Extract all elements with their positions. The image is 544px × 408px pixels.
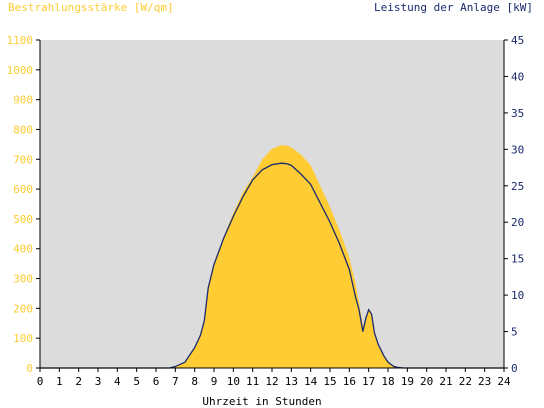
x-tick-label: 10 — [227, 375, 240, 388]
x-tick-label: 9 — [211, 375, 218, 388]
x-axis-ticks: 0 1 2 3 4 5 6 7 8 9 10 11 12 13 14 15 16 17 18 19 20 21 22 23 24 — [37, 368, 511, 388]
left-axis-title: Bestrahlungsstärke [W/qm] — [8, 1, 174, 14]
right-tick-label: 10 — [511, 289, 524, 302]
x-axis-label: Uhrzeit in Stunden — [202, 395, 321, 408]
x-tick-label: 13 — [285, 375, 298, 388]
left-tick-label: 600 — [13, 183, 33, 196]
left-tick-label: 100 — [13, 332, 33, 345]
irradiance-area — [40, 144, 504, 368]
right-tick-label: 30 — [511, 143, 524, 156]
right-tick-label: 45 — [511, 34, 524, 47]
x-tick-label: 2 — [75, 375, 82, 388]
x-tick-label: 1 — [56, 375, 63, 388]
left-tick-label: 400 — [13, 243, 33, 256]
left-axis-ticks: 0 100 200 300 400 500 600 700 800 900 1000 1100 — [7, 34, 40, 375]
left-tick-label: 500 — [13, 213, 33, 226]
x-tick-label: 24 — [497, 375, 511, 388]
x-tick-label: 22 — [459, 375, 472, 388]
right-tick-label: 40 — [511, 70, 524, 83]
x-tick-label: 15 — [323, 375, 336, 388]
left-tick-label: 1000 — [7, 64, 34, 77]
x-tick-label: 11 — [246, 375, 259, 388]
x-tick-label: 14 — [304, 375, 318, 388]
power-line — [40, 162, 504, 369]
x-tick-label: 20 — [420, 375, 433, 388]
left-tick-label: 1100 — [7, 34, 34, 47]
left-tick-label: 300 — [13, 273, 33, 286]
x-tick-label: 4 — [114, 375, 121, 388]
left-tick-label: 200 — [13, 302, 33, 315]
right-tick-label: 35 — [511, 107, 524, 120]
right-tick-label: 25 — [511, 180, 524, 193]
right-axis-ticks: 0 5 10 15 20 25 30 35 40 45 — [504, 34, 524, 375]
x-tick-label: 21 — [439, 375, 452, 388]
left-tick-label: 700 — [13, 153, 33, 166]
x-tick-label: 6 — [153, 375, 160, 388]
x-tick-label: 16 — [343, 375, 356, 388]
x-tick-label: 17 — [362, 375, 375, 388]
x-tick-label: 8 — [191, 375, 198, 388]
right-axis-title: Leistung der Anlage [kW] — [374, 1, 533, 14]
right-tick-label: 20 — [511, 216, 524, 229]
right-tick-label: 5 — [511, 326, 518, 339]
x-tick-label: 23 — [478, 375, 491, 388]
left-tick-label: 900 — [13, 94, 33, 107]
right-tick-label: 15 — [511, 253, 524, 266]
x-tick-label: 18 — [381, 375, 394, 388]
right-tick-label: 0 — [511, 362, 518, 375]
x-tick-label: 3 — [95, 375, 102, 388]
x-tick-label: 5 — [133, 375, 140, 388]
left-tick-label: 0 — [26, 362, 33, 375]
x-tick-label: 12 — [265, 375, 278, 388]
x-tick-label: 7 — [172, 375, 179, 388]
left-tick-label: 800 — [13, 123, 33, 136]
x-tick-label: 19 — [401, 375, 414, 388]
x-tick-label: 0 — [37, 375, 44, 388]
